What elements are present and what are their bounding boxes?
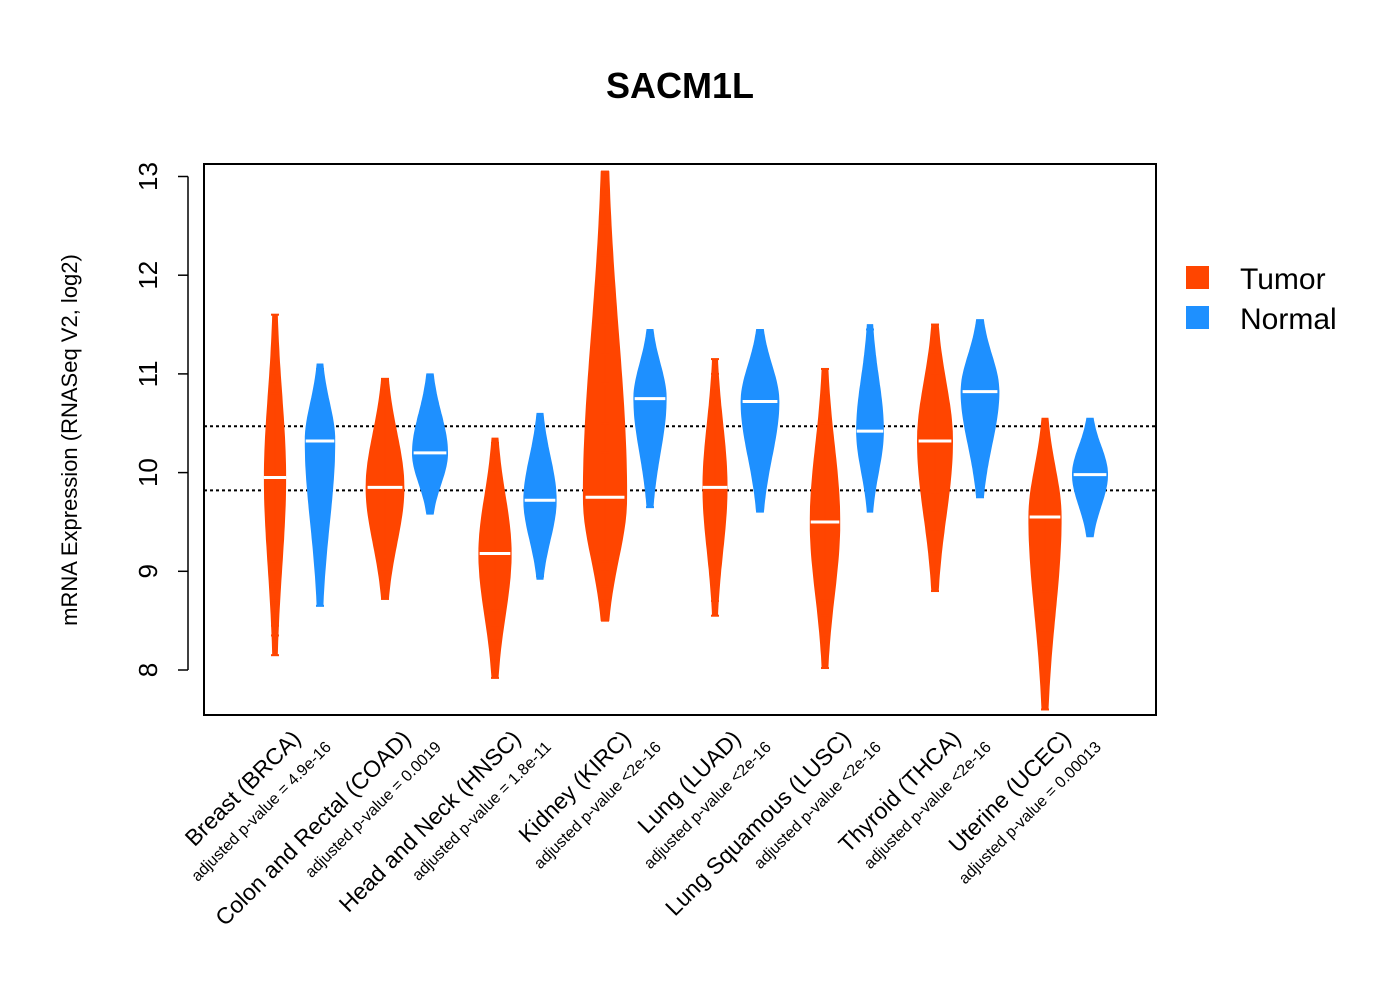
- violin-normal-4: [633, 329, 667, 509]
- plot-frame: [203, 163, 1157, 716]
- violin-normal-5: [740, 329, 780, 513]
- violin-normal-7: [960, 319, 1000, 499]
- x-axis-labels: Breast (BRCA)adjusted p-value = 4.9e-16C…: [180, 725, 1105, 930]
- violin-tumor-1: [263, 313, 287, 657]
- y-tick-label-8: 8: [133, 663, 163, 677]
- legend-swatch-normal: [1186, 306, 1209, 329]
- y-axis-label: mRNA Expression (RNASeq V2, log2): [57, 254, 82, 626]
- y-axis: 8 9 10 11 12 13: [133, 162, 189, 677]
- violin-tumor-6: [809, 367, 841, 670]
- y-tick-label-9: 9: [133, 564, 163, 578]
- violin-normal-1: [304, 363, 336, 607]
- y-tick-label-11: 11: [133, 360, 163, 387]
- legend: Tumor Normal: [1186, 263, 1337, 336]
- legend-swatch-tumor: [1186, 266, 1209, 289]
- violin-tumor-4: [582, 170, 628, 622]
- violin-tumor-3: [478, 437, 512, 679]
- chart-title: SACM1L: [606, 65, 754, 106]
- y-tick-label-13: 13: [133, 162, 163, 191]
- violin-normal-6: [856, 324, 884, 513]
- violin-normal-3: [523, 412, 557, 580]
- violin-normal-2: [412, 373, 448, 515]
- violin-tumor-7: [916, 323, 954, 593]
- legend-label-tumor: Tumor: [1240, 263, 1326, 296]
- y-tick-label-10: 10: [133, 458, 163, 487]
- violin-tumor-8: [1028, 417, 1062, 711]
- plot-area: [204, 170, 1156, 711]
- violin-tumor-5: [702, 358, 728, 617]
- violin-normal-8: [1072, 417, 1108, 538]
- y-tick-label-12: 12: [133, 261, 163, 290]
- violin-tumor-2: [365, 377, 405, 600]
- legend-label-normal: Normal: [1240, 303, 1337, 336]
